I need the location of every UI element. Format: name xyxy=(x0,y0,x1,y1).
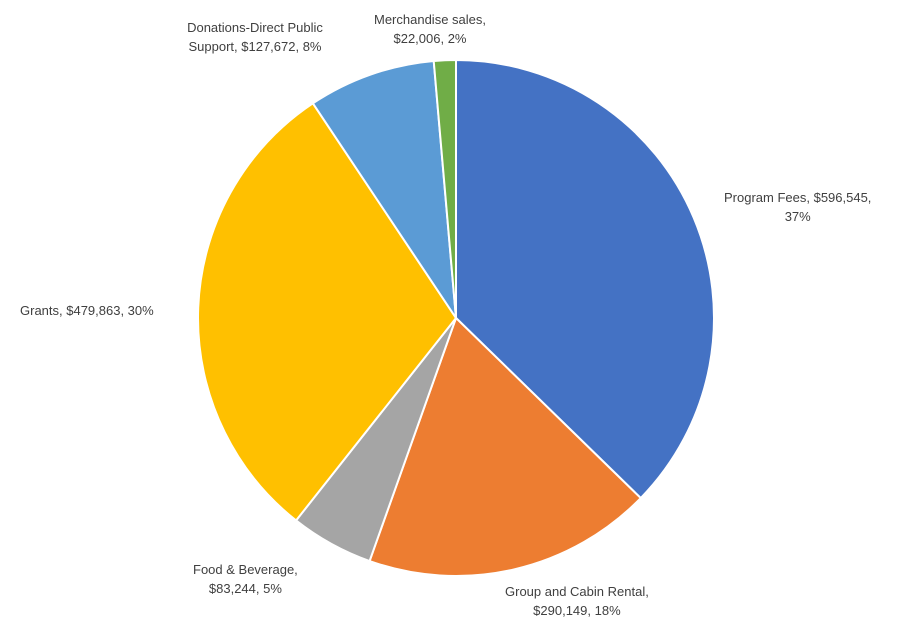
label-group-cabin-rental-line-2: $290,149, 18% xyxy=(533,603,621,618)
label-grants: Grants, $479,863, 30% xyxy=(20,301,154,320)
label-donations-line-1: Donations-Direct Public xyxy=(187,20,323,35)
label-program-fees: Program Fees, $596,545, 37% xyxy=(724,188,871,226)
label-merchandise-sales-line-2: $22,006, 2% xyxy=(393,31,467,46)
label-program-fees-line-2: 37% xyxy=(784,209,811,224)
label-food-beverage: Food & Beverage, $83,244, 5% xyxy=(193,560,298,598)
label-group-cabin-rental: Group and Cabin Rental, $290,149, 18% xyxy=(505,582,649,620)
label-group-cabin-rental-line-1: Group and Cabin Rental, xyxy=(505,584,649,599)
pie-slice-program-fees xyxy=(455,58,715,500)
label-donations: Donations-Direct Public Support, $127,67… xyxy=(150,18,360,56)
pie-slice-donations-direct-public-support xyxy=(311,59,457,319)
pie-slice-group-and-cabin-rental xyxy=(368,316,643,577)
label-grants-line-1: Grants, $479,863, 30% xyxy=(20,303,154,318)
label-program-fees-line-1: Program Fees, $596,545, xyxy=(724,190,872,205)
pie-slice-merchandise-sales xyxy=(432,58,457,319)
label-donations-line-2: Support, $127,672, 8% xyxy=(188,39,322,54)
label-food-beverage-line-1: Food & Beverage, xyxy=(193,562,298,577)
pie-slice-grants xyxy=(197,101,458,522)
label-merchandise-sales-line-1: Merchandise sales, xyxy=(374,12,486,27)
label-food-beverage-line-2: $83,244, 5% xyxy=(208,581,282,596)
label-merchandise-sales: Merchandise sales, $22,006, 2% xyxy=(370,10,490,48)
